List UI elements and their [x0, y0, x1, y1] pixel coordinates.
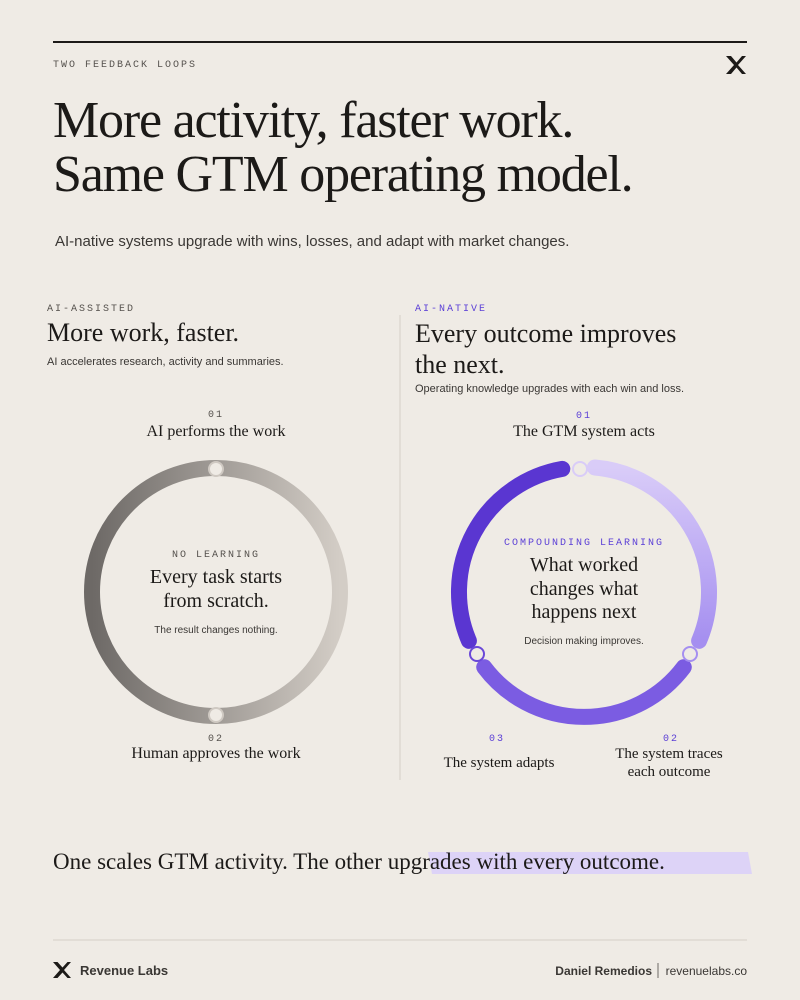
- loop-node: [208, 707, 224, 723]
- statement: One scales GTM activity. The other upgra…: [53, 849, 665, 874]
- eyebrow: TWO FEEDBACK LOOPS: [53, 60, 197, 71]
- logo: [726, 56, 746, 74]
- brand: Revenue Labs: [80, 963, 168, 978]
- step-number: 02: [663, 734, 679, 745]
- center-note: The result changes nothing.: [154, 625, 277, 636]
- footer-logo: [53, 962, 71, 978]
- section-heading: Every outcome improves: [415, 319, 676, 348]
- loop-node: [469, 646, 485, 662]
- step-number: 03: [489, 734, 505, 745]
- center-text: from scratch.: [163, 590, 269, 612]
- section-description: Operating knowledge upgrades with each w…: [415, 383, 684, 395]
- step-text: AI performs the work: [146, 423, 285, 440]
- step-number: 01: [208, 410, 224, 421]
- step-number: 02: [208, 734, 224, 745]
- headline: More activity, faster work.: [53, 92, 573, 149]
- section-description: AI accelerates research, activity and su…: [47, 356, 284, 368]
- step-text: Human approves the work: [131, 745, 300, 762]
- center-text: changes what: [530, 578, 639, 600]
- website: revenuelabs.co: [666, 964, 748, 978]
- statement-highlight: upgrades with every outcome.: [388, 849, 665, 874]
- step-text: The GTM system acts: [513, 423, 655, 440]
- loop-node: [208, 461, 224, 477]
- author: Daniel Remedios: [555, 964, 652, 978]
- loop-arc: [586, 459, 717, 649]
- highlight: [428, 852, 752, 874]
- center-text: happens next: [532, 601, 637, 623]
- center-text: Every task starts: [150, 566, 282, 588]
- headline: Same GTM operating model.: [53, 146, 632, 203]
- loop-arc: [476, 659, 692, 725]
- step-text: each outcome: [628, 764, 711, 780]
- section-label: AI-NATIVE: [415, 304, 487, 315]
- loop-node: [682, 646, 698, 662]
- section-heading: the next.: [415, 350, 505, 379]
- center-text: What worked: [530, 554, 638, 576]
- section-heading: More work, faster.: [47, 318, 239, 347]
- center-note: Decision making improves.: [524, 636, 644, 647]
- step-number: 01: [576, 411, 592, 422]
- center-label: COMPOUNDING LEARNING: [504, 538, 664, 549]
- loop-arc: [451, 460, 571, 649]
- step-text: The system adapts: [444, 755, 555, 771]
- statement-plain: One scales GTM activity. The other: [53, 849, 388, 874]
- loop-node: [572, 461, 588, 477]
- step-text: The system traces: [615, 746, 723, 762]
- section-label: AI-ASSISTED: [47, 304, 135, 315]
- center-label: NO LEARNING: [172, 550, 260, 561]
- subtitle: AI-native systems upgrade with wins, los…: [55, 233, 569, 250]
